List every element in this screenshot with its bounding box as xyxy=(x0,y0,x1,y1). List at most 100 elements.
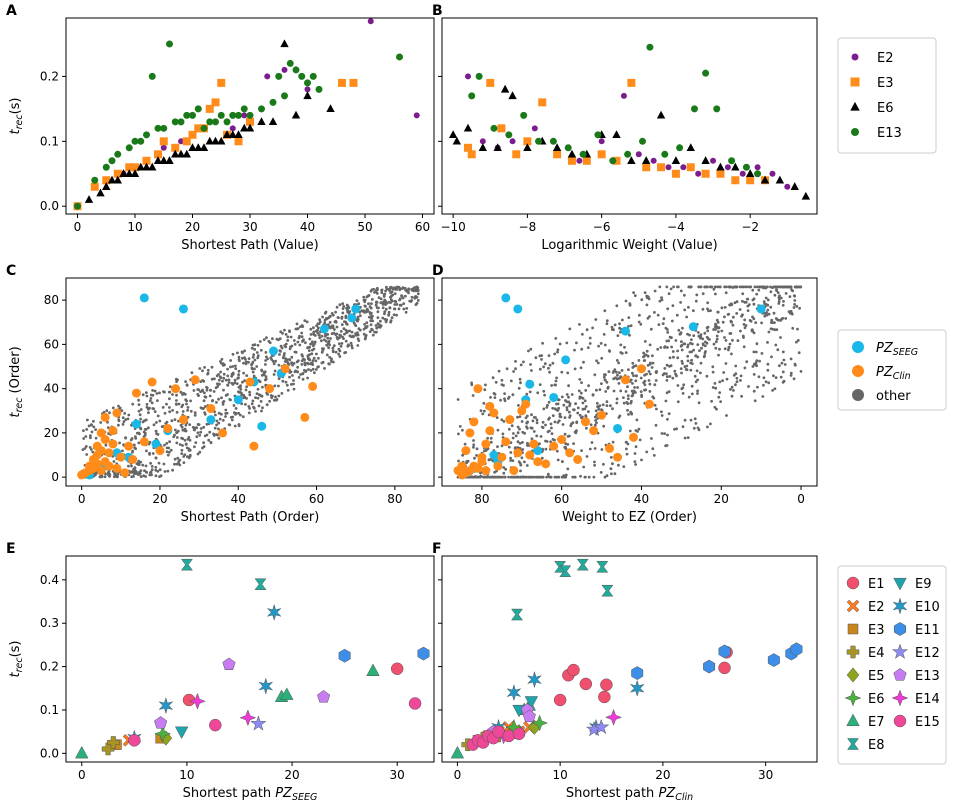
other-point xyxy=(183,438,187,442)
legend-marker-e3 xyxy=(847,623,859,635)
other-point xyxy=(566,371,570,375)
other-point xyxy=(233,424,237,428)
other-point xyxy=(720,329,724,333)
other-point xyxy=(599,342,603,345)
other-point xyxy=(705,374,709,378)
other-point xyxy=(167,446,171,450)
other-point xyxy=(558,342,562,346)
legend-marker-e13 xyxy=(851,128,859,136)
other-point xyxy=(147,411,150,415)
legend-bottom xyxy=(837,565,947,765)
other-point xyxy=(774,376,778,379)
other-point xyxy=(350,346,354,350)
other-point xyxy=(782,358,786,362)
other-point xyxy=(745,360,749,364)
other-point xyxy=(241,380,244,384)
point-pz-clin xyxy=(517,406,527,416)
other-point xyxy=(376,286,379,290)
other-point xyxy=(566,467,570,471)
other-point xyxy=(619,389,623,393)
other-point xyxy=(714,322,717,326)
point-pz-clin xyxy=(108,426,118,436)
other-point xyxy=(730,303,734,306)
other-point xyxy=(178,443,182,446)
other-point xyxy=(145,403,149,406)
point-e6 xyxy=(113,175,122,184)
other-point xyxy=(176,378,179,382)
other-point xyxy=(507,427,511,431)
other-point xyxy=(504,467,507,471)
other-point xyxy=(209,389,212,392)
other-point xyxy=(330,357,333,361)
other-point xyxy=(776,348,780,352)
other-point xyxy=(593,463,596,467)
other-point xyxy=(709,309,712,312)
other-point xyxy=(567,400,571,404)
legend-marker-e15 xyxy=(893,714,907,728)
other-point xyxy=(582,360,585,364)
other-point xyxy=(766,362,770,366)
other-point xyxy=(779,336,782,339)
other-point xyxy=(376,322,380,326)
other-point xyxy=(287,363,291,366)
other-point xyxy=(766,368,770,372)
other-point xyxy=(187,456,191,460)
other-point xyxy=(257,379,261,383)
point-pz-seeg xyxy=(347,313,357,323)
other-point xyxy=(725,414,728,417)
other-point xyxy=(594,318,598,321)
other-point xyxy=(642,351,645,355)
other-point xyxy=(301,372,305,375)
other-point xyxy=(746,297,750,301)
other-point xyxy=(250,366,254,370)
other-point xyxy=(308,337,312,341)
point-pz-clin xyxy=(92,459,102,469)
other-point xyxy=(772,311,776,315)
other-point xyxy=(516,440,520,444)
other-point xyxy=(521,430,525,434)
other-point xyxy=(781,350,785,354)
other-point xyxy=(397,307,401,311)
point-e13 xyxy=(505,131,513,139)
other-point xyxy=(603,343,607,347)
legend-marker-e2 xyxy=(846,599,860,613)
point-e13 xyxy=(223,118,231,126)
other-point xyxy=(312,333,316,336)
other-point xyxy=(163,470,167,473)
other-point xyxy=(339,330,343,333)
other-point xyxy=(271,337,274,341)
other-point xyxy=(134,447,138,451)
other-point xyxy=(786,285,789,289)
point-e4 xyxy=(107,736,120,749)
other-point xyxy=(766,298,770,302)
other-point xyxy=(554,379,558,383)
other-point xyxy=(626,402,630,406)
point-e6 xyxy=(205,136,214,145)
point-e6 xyxy=(159,156,168,164)
other-point xyxy=(762,376,766,380)
other-point xyxy=(356,344,360,347)
other-point xyxy=(689,368,693,372)
other-point xyxy=(758,359,761,363)
other-point xyxy=(148,399,152,403)
point-e8 xyxy=(254,578,267,590)
point-pz-clin xyxy=(473,463,483,473)
point-e3 xyxy=(188,130,197,139)
other-point xyxy=(173,433,176,437)
other-point xyxy=(132,467,136,471)
other-point xyxy=(577,389,581,393)
other-point xyxy=(203,434,207,438)
other-point xyxy=(139,417,143,421)
other-point xyxy=(668,375,672,378)
other-point xyxy=(789,371,793,375)
other-point xyxy=(510,475,514,479)
other-point xyxy=(303,319,307,322)
other-point xyxy=(150,465,154,468)
point-e13 xyxy=(309,72,317,80)
y-axis-label: trec (Order) xyxy=(8,346,25,417)
other-point xyxy=(212,434,216,437)
other-point xyxy=(558,415,562,418)
other-point xyxy=(735,376,739,380)
x-tick-label: 10 xyxy=(179,768,194,782)
other-point xyxy=(673,427,676,431)
